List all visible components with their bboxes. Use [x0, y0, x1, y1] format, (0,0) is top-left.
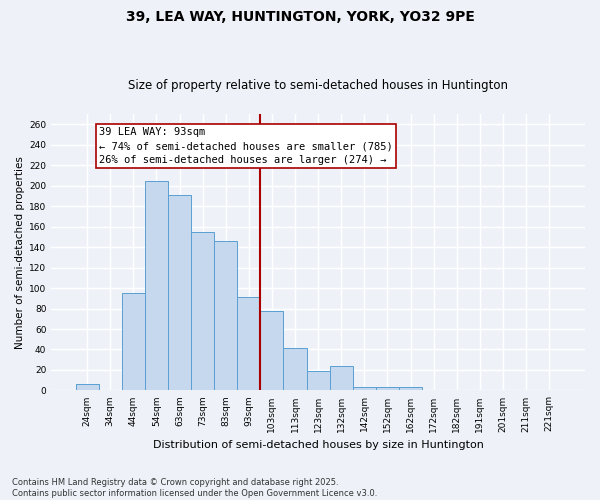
X-axis label: Distribution of semi-detached houses by size in Huntington: Distribution of semi-detached houses by … [153, 440, 484, 450]
Bar [191, 232, 214, 390]
Bar [237, 298, 260, 390]
Bar [283, 348, 307, 391]
Bar [399, 388, 422, 390]
Bar [376, 388, 399, 390]
Bar [214, 241, 237, 390]
Bar [145, 180, 168, 390]
Bar [353, 388, 376, 390]
Bar [76, 384, 98, 390]
Text: 39 LEA WAY: 93sqm
← 74% of semi-detached houses are smaller (785)
26% of semi-de: 39 LEA WAY: 93sqm ← 74% of semi-detached… [98, 128, 392, 166]
Bar [168, 195, 191, 390]
Text: 39, LEA WAY, HUNTINGTON, YORK, YO32 9PE: 39, LEA WAY, HUNTINGTON, YORK, YO32 9PE [125, 10, 475, 24]
Bar [260, 310, 283, 390]
Y-axis label: Number of semi-detached properties: Number of semi-detached properties [15, 156, 25, 348]
Bar [122, 293, 145, 390]
Bar [329, 366, 353, 390]
Bar [307, 371, 329, 390]
Text: Contains HM Land Registry data © Crown copyright and database right 2025.
Contai: Contains HM Land Registry data © Crown c… [12, 478, 377, 498]
Title: Size of property relative to semi-detached houses in Huntington: Size of property relative to semi-detach… [128, 79, 508, 92]
